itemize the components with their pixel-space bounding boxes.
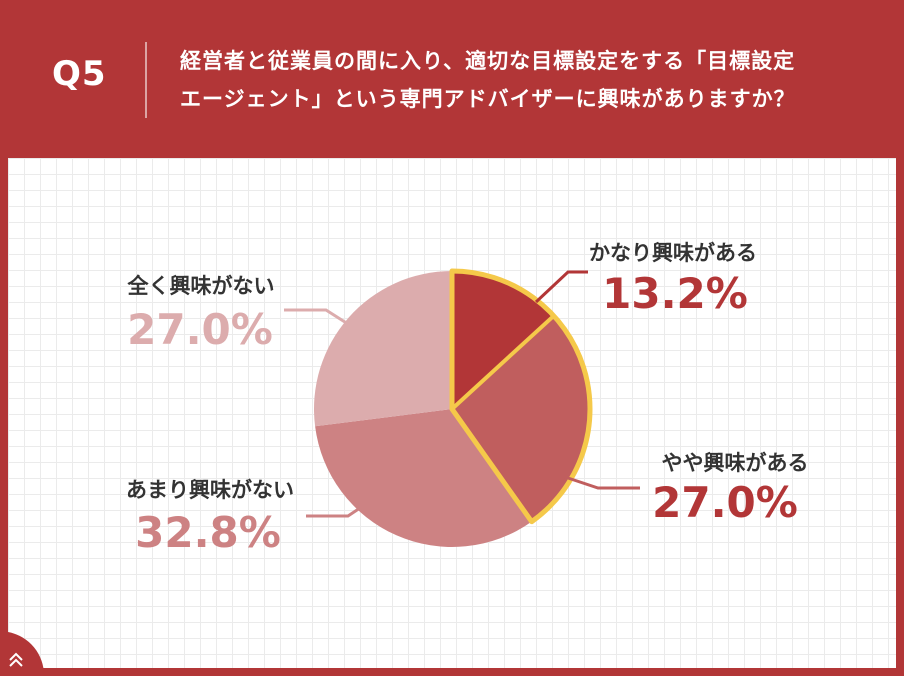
- pie-slices: [313, 271, 590, 548]
- highlight-outline: [449, 268, 593, 525]
- leader-lines: [284, 270, 640, 518]
- slice-label: 全く興味がない: [127, 274, 275, 298]
- slice-value-label: 27.0%: [652, 478, 798, 527]
- leader-line: [284, 308, 349, 326]
- pie-highlight: [449, 268, 593, 525]
- question-line-2: エージェント」という専門アドバイザーに興味がありますか？: [180, 87, 796, 111]
- slice-labels: かなり興味がある 13.2% やや興味がある 27.0% あまり興味がない 32.8% 全く…: [126, 241, 809, 557]
- question-text: 経営者と従業員の間に入り、適切な目標設定をする「目標設定 エージェント」という専…: [180, 42, 870, 118]
- slice-label: あまり興味がない: [126, 478, 294, 502]
- leader-line: [534, 270, 588, 304]
- slice-label: やや興味がある: [662, 451, 809, 475]
- pie-slice: [313, 271, 452, 427]
- highlight-divider: [450, 314, 556, 411]
- leader-line: [561, 474, 640, 490]
- header-divider: [145, 42, 147, 118]
- leader-line: [306, 506, 361, 518]
- header: Q5 経営者と従業員の間に入り、適切な目標設定をする「目標設定 エージェント」と…: [0, 0, 904, 158]
- corner-chevron-icon: [0, 632, 44, 676]
- slice-value-label: 27.0%: [127, 305, 273, 354]
- slice-value-label: 13.2%: [602, 269, 748, 318]
- question-line-1: 経営者と従業員の間に入り、適切な目標設定をする「目標設定: [180, 49, 796, 73]
- pie-slice: [452, 271, 554, 409]
- pie-slice: [315, 409, 532, 548]
- slice-label: かなり興味がある: [589, 241, 757, 265]
- question-number: Q5: [52, 54, 107, 94]
- slice-value-label: 32.8%: [135, 508, 281, 557]
- pie-slice: [452, 315, 590, 522]
